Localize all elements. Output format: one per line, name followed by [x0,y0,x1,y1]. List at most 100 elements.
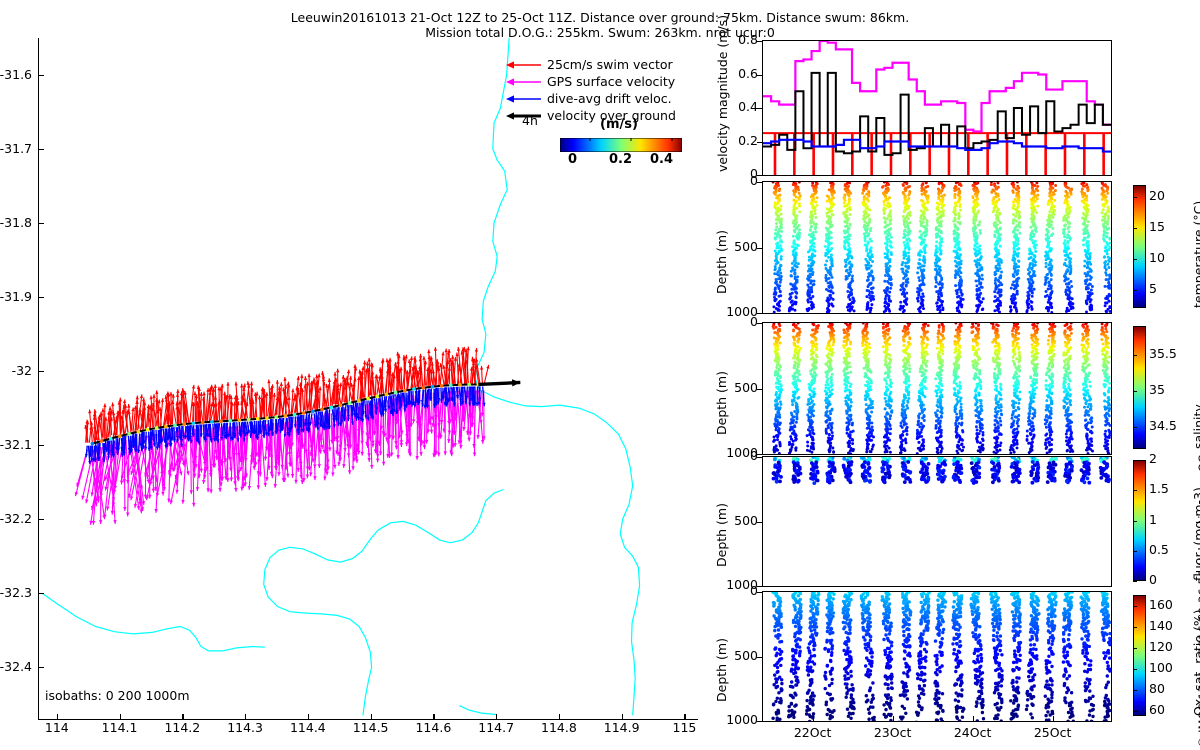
velocity-ytick: 0 [750,166,758,181]
velocity-vector [155,431,172,498]
profile-point [849,267,852,271]
profile-point [850,307,854,311]
profile-point [921,294,925,298]
profile-point [807,285,811,289]
profile-point [957,212,961,215]
profile-point [1046,203,1050,207]
profile-point [827,388,831,391]
profile-point [809,353,813,357]
profile-point [774,262,778,266]
profile-point [1084,215,1088,219]
salinity-section-panel[interactable] [762,321,1112,456]
map-xtick-mark [307,714,310,720]
profile-point [793,308,797,312]
profile-point [796,340,800,344]
profile-point [865,244,869,248]
velocity-vector [447,387,451,403]
profile-point [953,276,957,279]
figure-title: Leeuwin20161013 21-Oct 12Z to 25-Oct 11Z… [0,10,1200,40]
profile-point [1030,307,1034,311]
profile-point [775,246,779,250]
series-line [763,39,1111,133]
profile-point [774,255,778,259]
velocity-vector [444,387,448,407]
profile-point [887,329,890,333]
velocity-vector [217,386,221,421]
profile-point [1070,297,1074,301]
profile-point [863,329,867,333]
profile-point [792,366,796,370]
velocity-ytick: 0.2 [738,132,758,148]
profile-point [824,383,828,387]
profile-point [1012,287,1016,291]
profile-point [861,341,865,345]
profile-point [997,234,1001,238]
profile-point [813,209,817,213]
temperature-section-panel[interactable] [762,180,1112,315]
profile-point [778,335,782,339]
profile-point [773,287,777,291]
profile-point [923,251,927,255]
profile-point [939,191,943,194]
profile-point [925,221,929,225]
velocity-vector [471,356,477,384]
profile-point [918,229,922,233]
velocity-vector [375,374,380,394]
profile-point [1012,253,1016,257]
profile-point [1068,272,1072,276]
velocity-vector [153,429,156,447]
profile-point [993,290,997,294]
profile-point [778,304,781,308]
velocity-vector [302,419,306,483]
profile-point [794,287,798,290]
glider-track-map[interactable] [38,38,698,720]
velocity-vector [171,400,177,425]
profile-point [828,450,831,454]
profile-point [1062,263,1066,266]
profile-point [778,341,782,345]
profile-point [890,245,893,249]
profile-point [814,361,818,365]
velocity-vector [267,386,273,417]
profile-point [1090,285,1094,288]
profile-point [1105,231,1109,235]
velocity-vector [155,390,160,426]
profile-point [993,273,997,277]
profile-point [885,382,889,386]
profile-point [1015,180,1019,184]
profile-point [796,365,800,369]
profile-point [1018,225,1022,229]
velocity-vector [168,427,173,447]
velocity-magnitude-panel[interactable] [762,39,1112,176]
profile-point [830,431,834,435]
profile-point [842,360,846,364]
profile-point [1089,269,1093,273]
profile-point [1017,198,1021,202]
velocity-vector [315,374,320,409]
profile-point [921,258,925,262]
profile-point [777,431,781,435]
profile-point [978,244,982,248]
profile-point [773,449,777,453]
profile-point [904,254,908,258]
profile-point [812,402,816,406]
profile-point [1062,218,1066,222]
profile-point [774,399,777,403]
temperature-section-ytick-mark [757,313,762,315]
velocity-vector [246,421,251,434]
profile-point [1067,288,1070,292]
velocity-colorbar-tick: 0 [568,152,578,167]
profile-point [1105,189,1109,193]
profile-point [797,180,801,184]
legend-label: velocity over ground [547,108,676,123]
profile-point [905,214,909,218]
track-speed-marker [393,390,398,395]
profile-point [935,264,939,268]
profile-point [1103,239,1106,243]
profile-point [1017,259,1021,263]
profile-point [1106,217,1110,220]
track-speed-marker [136,429,141,434]
profile-point [830,323,834,327]
profile-point [991,202,995,206]
profile-point [809,269,813,273]
